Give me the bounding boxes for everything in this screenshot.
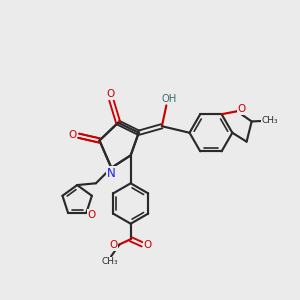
Text: N: N bbox=[107, 167, 116, 180]
Text: O: O bbox=[69, 130, 77, 140]
Text: OH: OH bbox=[161, 94, 176, 104]
Text: O: O bbox=[144, 240, 152, 250]
Text: O: O bbox=[106, 89, 115, 99]
Text: CH₃: CH₃ bbox=[101, 257, 118, 266]
Text: O: O bbox=[69, 130, 77, 140]
Text: O: O bbox=[109, 240, 118, 250]
Text: O: O bbox=[88, 209, 96, 220]
Text: CH₃: CH₃ bbox=[261, 116, 278, 125]
Text: O: O bbox=[237, 104, 246, 114]
